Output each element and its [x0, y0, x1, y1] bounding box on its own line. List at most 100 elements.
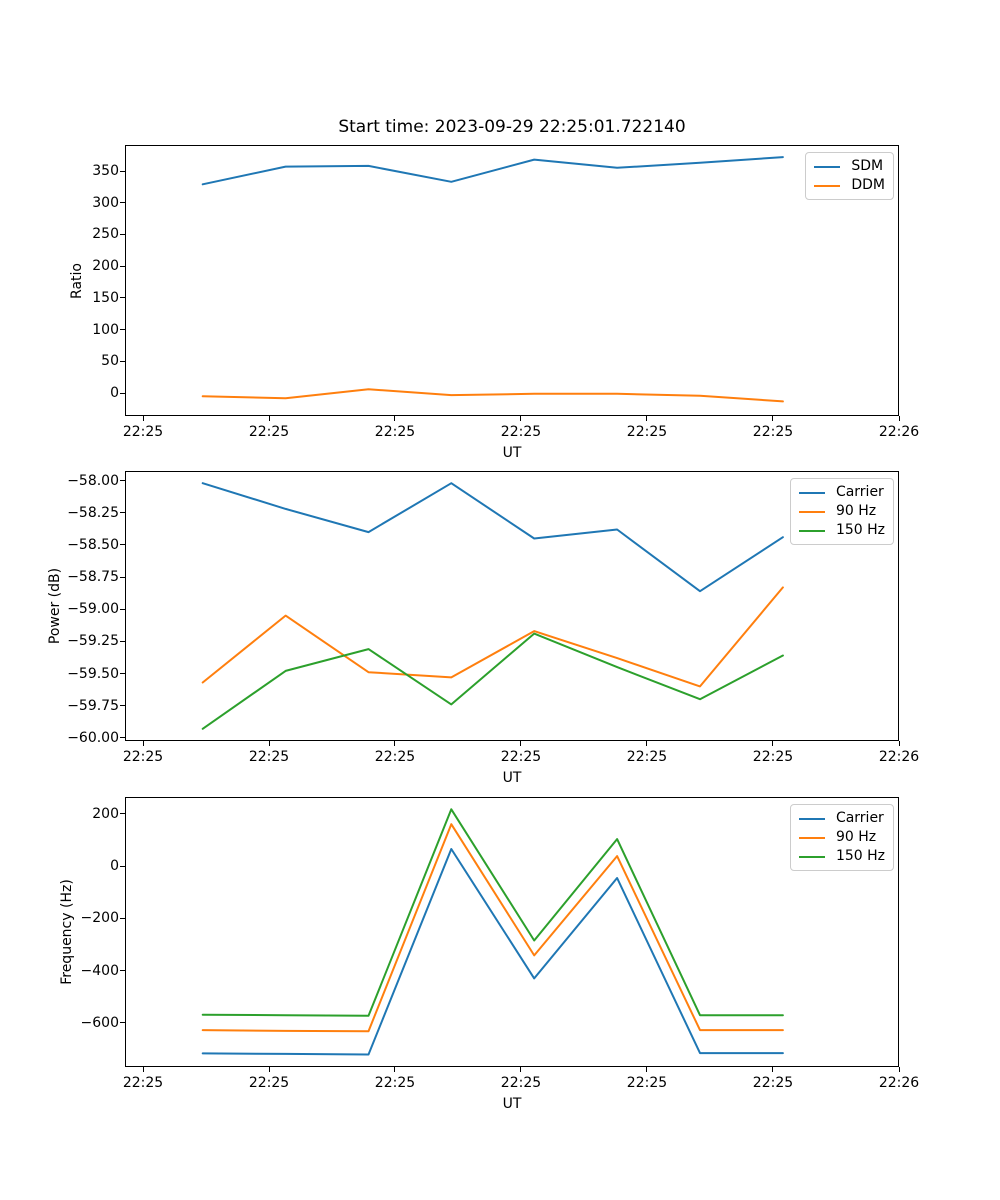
power-y-tick-label: −59.50	[67, 665, 119, 682]
power-y-tick-label: −58.25	[67, 504, 119, 521]
y-tick-mark	[120, 170, 125, 172]
y-tick-mark	[120, 737, 125, 739]
power-axes	[125, 471, 899, 741]
ratio-y-tick-label: 100	[92, 321, 119, 338]
frequency-y-tick-label: −400	[80, 962, 119, 979]
orange-line-swatch-icon	[814, 184, 841, 187]
frequency-yaxis-label: Frequency (Hz)	[59, 879, 75, 985]
power-line-150-hz	[201, 632, 784, 730]
y-tick-mark	[120, 970, 125, 972]
ratio-y-tick-label: 300	[92, 194, 119, 211]
frequency-line-150-hz	[201, 808, 784, 1017]
frequency-x-tick-label: 22:25	[374, 1075, 416, 1091]
ratio-y-tick-label: 150	[92, 289, 119, 306]
x-tick-mark	[142, 416, 144, 421]
frequency-y-tick-label: 0	[110, 858, 119, 874]
legend-item: 90 Hz	[798, 502, 885, 521]
frequency-legend: Carrier 90 Hz 150 Hz	[789, 804, 894, 871]
legend-label: DDM	[851, 177, 885, 193]
power-x-tick-label: 22:25	[374, 749, 416, 765]
power-x-tick-label: 22:25	[248, 749, 290, 765]
ratio-plot-area	[201, 156, 784, 403]
y-tick-mark	[120, 265, 125, 267]
ratio-x-tick-label: 22:25	[752, 424, 794, 440]
y-tick-mark	[120, 202, 125, 204]
x-tick-mark	[520, 741, 522, 746]
frequency-plot-area	[201, 808, 784, 1056]
legend-label: 150 Hz	[835, 522, 885, 538]
power-x-tick-label: 22:25	[752, 749, 794, 765]
ratio-axes	[125, 145, 899, 416]
y-tick-mark	[120, 813, 125, 815]
x-tick-mark	[772, 1067, 774, 1072]
x-tick-mark	[268, 416, 270, 421]
y-tick-mark	[120, 608, 125, 610]
x-tick-mark	[898, 416, 900, 421]
x-tick-mark	[520, 1067, 522, 1072]
frequency-x-tick-label: 22:25	[752, 1075, 794, 1091]
ratio-x-tick-label: 22:26	[878, 424, 920, 440]
legend-label: Carrier	[835, 484, 884, 500]
y-tick-mark	[120, 392, 125, 394]
blue-line-swatch-icon	[798, 817, 825, 820]
y-tick-mark	[120, 544, 125, 546]
frequency-x-tick-label: 22:25	[122, 1075, 164, 1091]
y-tick-mark	[120, 297, 125, 299]
legend-item: Carrier	[798, 809, 885, 828]
x-tick-mark	[898, 1067, 900, 1072]
frequency-axes	[125, 797, 899, 1067]
ratio-line-sdm	[201, 156, 784, 186]
x-tick-mark	[394, 1067, 396, 1072]
ratio-line-ddm	[201, 388, 784, 403]
power-y-tick-label: −60.00	[67, 729, 119, 746]
ratio-x-tick-label: 22:25	[248, 424, 290, 440]
y-tick-mark	[120, 576, 125, 578]
green-line-swatch-icon	[798, 529, 825, 532]
legend-item: 90 Hz	[798, 828, 885, 847]
power-line-90-hz	[201, 586, 784, 688]
x-tick-mark	[268, 741, 270, 746]
y-tick-mark	[120, 233, 125, 235]
frequency-y-tick-label: −600	[80, 1014, 119, 1031]
power-line-carrier	[201, 482, 784, 593]
power-y-tick-label: −58.00	[67, 472, 119, 489]
ratio-legend: SDM DDM	[805, 152, 894, 200]
frequency-y-tick-label: 200	[92, 805, 119, 822]
legend-label: 90 Hz	[835, 503, 877, 519]
frequency-x-tick-label: 22:26	[878, 1075, 920, 1091]
legend-item: DDM	[814, 176, 885, 195]
x-tick-mark	[394, 741, 396, 746]
frequency-x-tick-label: 22:25	[626, 1075, 668, 1091]
x-tick-mark	[772, 741, 774, 746]
x-tick-mark	[394, 416, 396, 421]
x-tick-mark	[142, 741, 144, 746]
ratio-x-tick-label: 22:25	[122, 424, 164, 440]
frequency-xaxis-label: UT	[502, 1096, 522, 1112]
power-x-tick-label: 22:25	[626, 749, 668, 765]
ratio-yaxis-label: Ratio	[69, 262, 85, 299]
x-tick-mark	[142, 1067, 144, 1072]
y-tick-mark	[120, 673, 125, 674]
frequency-x-tick-label: 22:25	[248, 1075, 290, 1091]
ratio-y-tick-label: 200	[92, 258, 119, 275]
blue-line-swatch-icon	[798, 491, 825, 494]
power-x-tick-label: 22:25	[122, 749, 164, 765]
x-tick-mark	[646, 1067, 648, 1072]
power-x-tick-label: 22:25	[500, 749, 542, 765]
ratio-x-tick-label: 22:25	[626, 424, 668, 440]
frequency-x-tick-label: 22:25	[500, 1075, 542, 1091]
power-y-tick-label: −58.50	[67, 536, 119, 553]
x-tick-mark	[520, 416, 522, 421]
legend-item: Carrier	[798, 483, 885, 502]
y-tick-mark	[120, 705, 125, 707]
orange-line-swatch-icon	[798, 510, 825, 513]
y-tick-mark	[120, 1022, 125, 1024]
blue-line-swatch-icon	[814, 165, 841, 168]
ratio-y-tick-label: 350	[92, 163, 119, 180]
x-tick-mark	[646, 741, 648, 746]
ratio-xaxis-label: UT	[502, 445, 522, 461]
legend-item: 150 Hz	[798, 521, 885, 540]
y-tick-mark	[120, 640, 125, 642]
power-yaxis-label: Power (dB)	[47, 567, 63, 645]
